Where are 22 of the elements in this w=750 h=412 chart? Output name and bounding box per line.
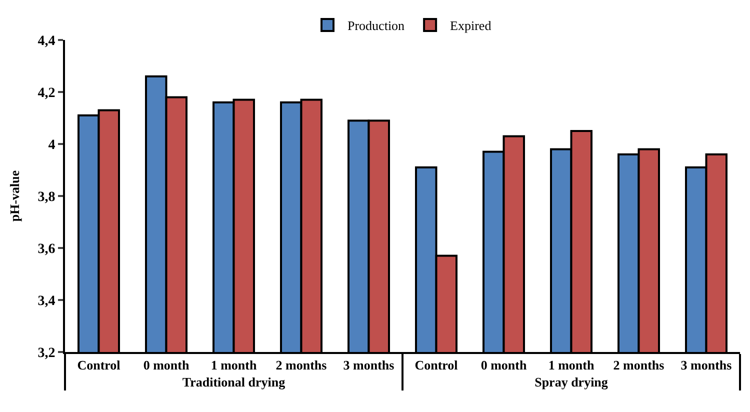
legend-label: Expired (450, 18, 492, 34)
y-tick-label: 3,4 (38, 294, 56, 309)
y-tick-label: 4,2 (38, 86, 56, 101)
y-tick-label: 4,4 (38, 34, 56, 49)
x-tick-label: 0 month (480, 358, 528, 373)
x-tick-label: Control (414, 358, 458, 373)
y-axis-title: pH-value (7, 170, 22, 222)
x-tick-label: Control (77, 358, 121, 373)
x-tick-label: 2 months (613, 358, 664, 373)
y-tick-label: 4 (48, 138, 56, 153)
y-tick-label: 3,6 (38, 242, 56, 257)
x-tick-label: 1 month (548, 358, 595, 373)
text: Traditional drying (182, 374, 286, 390)
x-tick-label: 3 months (680, 358, 732, 373)
y-tick-label: 3,8 (38, 190, 56, 205)
x-tick-label: 2 months (276, 358, 327, 373)
x-tick-label: 3 months (343, 358, 394, 373)
text: Spray drying (534, 374, 608, 390)
legend-label: Production (348, 18, 406, 34)
y-tick-label: 3,2 (38, 346, 56, 361)
x-tick-label: 1 month (210, 358, 258, 373)
x-tick-label: 0 month (143, 358, 190, 373)
